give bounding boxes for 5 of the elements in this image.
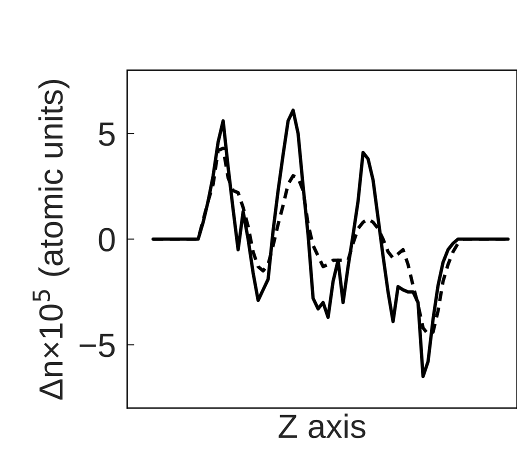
y-tick-label: 5 (98, 122, 115, 146)
y-tick-label: −5 (80, 334, 115, 358)
y-tick-label: 0 (98, 228, 115, 252)
x-axis-title: Z axis (278, 414, 366, 438)
y-axis-title: Δn×10$^{5}$ (atomic units) (32, 80, 70, 400)
